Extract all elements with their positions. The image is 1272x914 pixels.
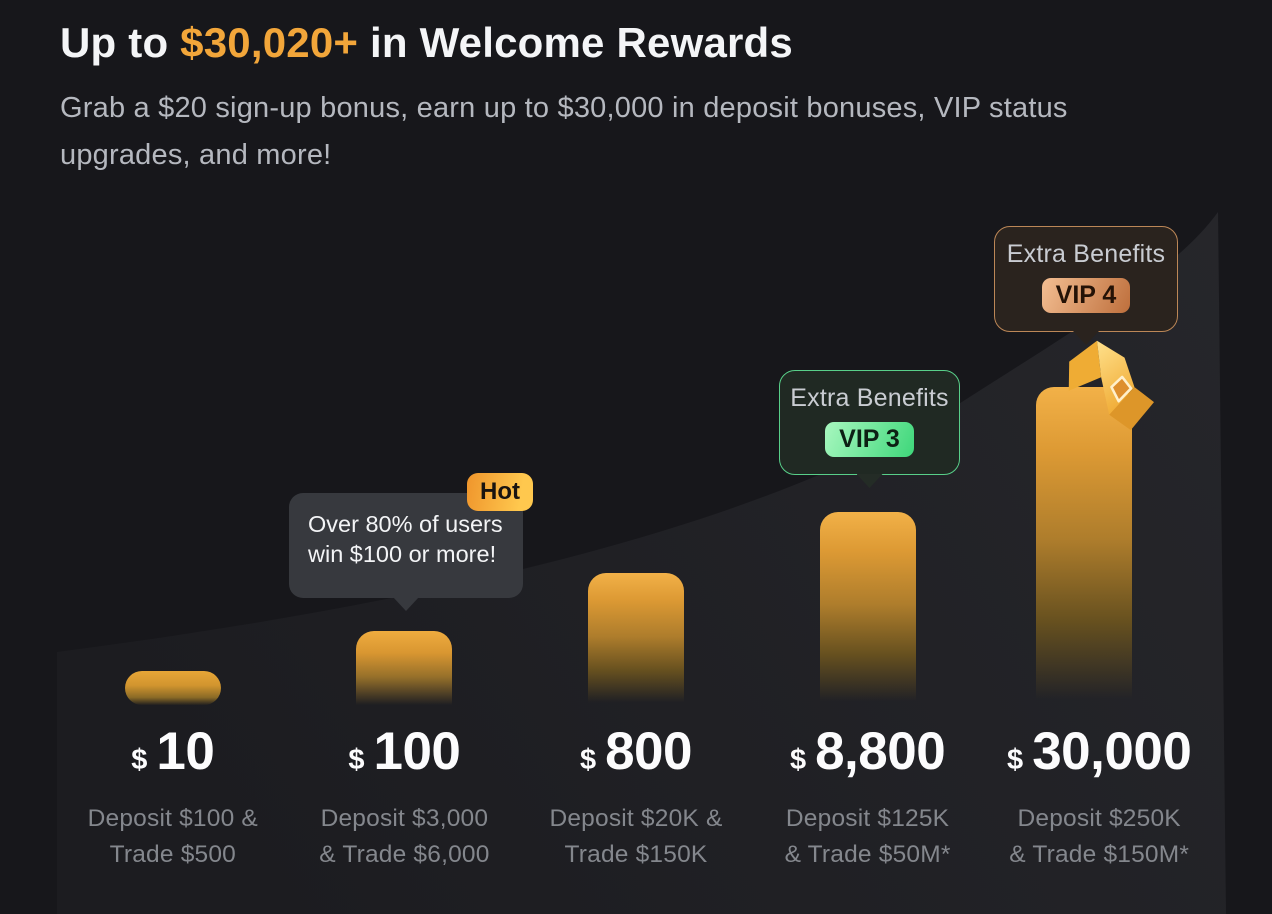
reward-bar — [819, 512, 916, 705]
extra-benefits-label: Extra Benefits — [1006, 240, 1166, 268]
title-prefix: Up to — [60, 19, 181, 66]
amount-value: 10 — [156, 722, 215, 781]
subtitle: Grab a $20 sign-up bonus, earn up to $30… — [60, 92, 1068, 171]
requirement-label: Deposit $250K & Trade $150M* — [1009, 805, 1190, 868]
requirement-label: Deposit $20K & Trade $150K — [549, 805, 723, 868]
currency-symbol: $ — [348, 744, 365, 776]
tier-column-800: $800 Deposit $20K & Trade $150K — [520, 0, 752, 914]
crown-icon — [1068, 340, 1155, 431]
amount-label: $8,800 — [752, 721, 984, 782]
reward-bar — [1036, 387, 1133, 705]
reward-bar — [587, 573, 684, 705]
popular-tooltip: Over 80% of users win $100 or more! Hot — [289, 473, 533, 611]
currency-symbol: $ — [789, 744, 807, 776]
header: Up to $30,020+ in Welcome Rewards Grab a… — [60, 14, 1220, 179]
reward-bar — [124, 671, 221, 705]
amount-value: 8,800 — [815, 722, 946, 781]
tier-column-10: $10 Deposit $100 & Trade $500 — [57, 0, 289, 914]
hot-badge: Hot — [467, 473, 533, 511]
amount-label: $800 — [520, 721, 752, 782]
amount-value: 30,000 — [1032, 722, 1192, 781]
vip3-tooltip: Extra Benefits VIP 3 — [779, 370, 960, 488]
page-title: Up to $30,020+ in Welcome Rewards — [60, 14, 1220, 72]
vip3-badge: VIP 3 — [825, 422, 914, 457]
amount-label: $30,000 — [983, 721, 1215, 782]
title-highlight: $30,020+ — [180, 19, 359, 66]
requirement-label: Deposit $3,000 & Trade $6,000 — [319, 805, 490, 868]
requirement-label: Deposit $125K & Trade $50M* — [784, 805, 951, 868]
currency-symbol: $ — [1007, 744, 1024, 776]
reward-bar — [356, 631, 453, 705]
amount-label: $100 — [289, 721, 521, 782]
vip4-tooltip: Extra Benefits VIP 4 — [994, 226, 1178, 345]
currency-symbol: $ — [131, 744, 148, 776]
amount-value: 100 — [373, 722, 461, 781]
currency-symbol: $ — [579, 744, 597, 776]
popular-tooltip-text: Over 80% of users win $100 or more! — [308, 511, 503, 567]
rewards-chart: $10 Deposit $100 & Trade $500 $100 Depos… — [57, 0, 1215, 914]
requirement-label: Deposit $100 & Trade $500 — [87, 805, 258, 868]
tier-column-100: $100 Deposit $3,000 & Trade $6,000 — [289, 0, 521, 914]
vip4-badge: VIP 4 — [1041, 278, 1131, 313]
extra-benefits-label: Extra Benefits — [790, 384, 949, 412]
amount-label: $10 — [57, 721, 289, 782]
tier-column-8800: $8,800 Deposit $125K & Trade $50M* — [752, 0, 984, 914]
tier-column-30000: $30,000 Deposit $250K & Trade $150M* — [983, 0, 1215, 914]
title-suffix: in Welcome Rewards — [358, 19, 793, 66]
amount-value: 800 — [605, 722, 693, 781]
